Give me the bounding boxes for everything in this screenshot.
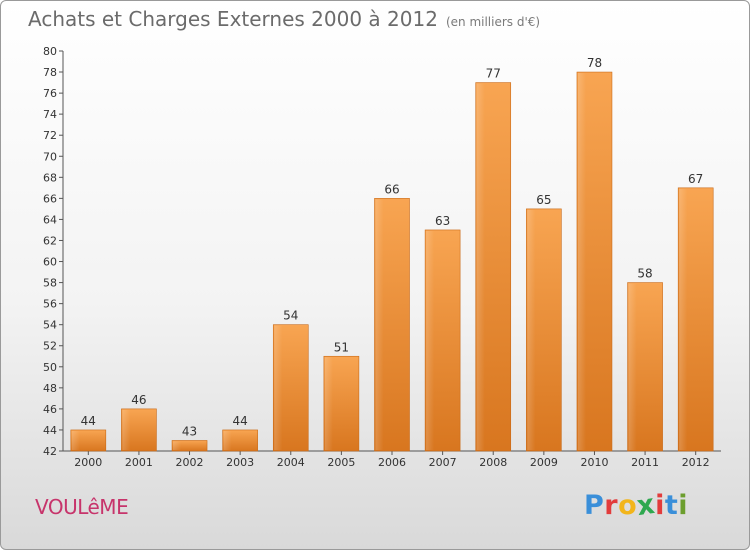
x-tick-label: 2005: [327, 456, 355, 469]
value-label: 44: [233, 414, 248, 428]
y-tick-label: 76: [43, 87, 57, 100]
x-tick-label: 2008: [479, 456, 507, 469]
y-tick-label: 54: [43, 319, 57, 332]
logo-letter: i: [655, 490, 665, 521]
chart-title-text: Achats et Charges Externes 2000 à 2012: [28, 7, 438, 31]
bar-highlight: [577, 73, 586, 450]
x-tick-label: 2000: [74, 456, 102, 469]
y-tick-label: 50: [43, 361, 57, 374]
y-tick-label: 44: [43, 424, 57, 437]
logo-letter: o: [618, 490, 638, 521]
y-tick-label: 62: [43, 234, 57, 247]
bar-highlight: [527, 209, 536, 450]
bar-highlight: [476, 83, 485, 450]
y-tick-label: 52: [43, 340, 57, 353]
x-tick-label: 2012: [682, 456, 710, 469]
value-label: 54: [283, 309, 298, 323]
value-label: 78: [587, 56, 602, 70]
logo-letter: P: [584, 490, 605, 521]
value-label: 46: [131, 393, 146, 407]
y-tick-label: 56: [43, 298, 57, 311]
y-tick-label: 60: [43, 256, 57, 269]
bar-highlight: [324, 357, 333, 450]
chart-title: Achats et Charges Externes 2000 à 2012 (e…: [28, 7, 540, 31]
value-label: 65: [536, 193, 551, 207]
bar-highlight: [122, 409, 131, 450]
y-tick-label: 66: [43, 192, 57, 205]
bar-highlight: [375, 199, 384, 450]
axes: 42 44 46 48 50 52 54 56 58 60 62 64 66 68 70 72 74 76 78 80: [43, 45, 721, 458]
x-tick-label: 2006: [378, 456, 406, 469]
bar-2002: [171, 440, 208, 452]
bar-highlight: [71, 430, 80, 450]
x-tick-label: 2007: [429, 456, 457, 469]
value-label: 44: [81, 414, 96, 428]
logo-letter: x: [635, 488, 658, 523]
value-label: 67: [688, 172, 703, 186]
bar-highlight: [679, 188, 688, 450]
y-tick-label: 42: [43, 445, 57, 458]
chart-subtitle: (en milliers d'€): [445, 15, 541, 29]
value-label: 43: [182, 424, 197, 438]
value-label: 63: [435, 214, 450, 228]
x-tick-label: 2004: [277, 456, 305, 469]
y-tick-label: 72: [43, 129, 57, 142]
y-tick-label: 68: [43, 171, 57, 184]
x-tick-label: 2002: [176, 456, 204, 469]
bars: [70, 71, 714, 452]
y-tick-label: 58: [43, 277, 57, 290]
bar-highlight: [223, 430, 232, 450]
value-label: 66: [384, 182, 399, 196]
bar-highlight: [426, 230, 435, 450]
value-label: 77: [486, 67, 501, 81]
x-tick-label: 2009: [530, 456, 558, 469]
logo-letter: r: [604, 490, 619, 521]
y-tick-label: 78: [43, 66, 57, 79]
proxiti-logo: Proxiti: [584, 488, 689, 523]
y-tick-label: 74: [43, 108, 57, 121]
bar-highlight: [173, 441, 182, 450]
x-tick-label: 2003: [226, 456, 254, 469]
y-tick-label: 48: [43, 382, 57, 395]
value-label: 58: [637, 267, 652, 281]
commune-name: VOULêME: [35, 495, 129, 519]
y-tick-label: 70: [43, 150, 57, 163]
x-tick-label: 2010: [580, 456, 608, 469]
y-tick-label: 64: [43, 213, 57, 226]
x-tick-label: 2001: [125, 456, 153, 469]
logo-letter: i: [678, 490, 689, 521]
x-tick-label: 2011: [631, 456, 659, 469]
value-label: 51: [334, 340, 349, 354]
labels: 44 2000 46 2001 43 2002 44 2003 54 2004 51 2005 66 20…: [74, 56, 709, 469]
logo-letter: t: [664, 490, 679, 521]
y-tick-label: 46: [43, 403, 57, 416]
y-tick-label: 80: [43, 45, 57, 58]
bar-highlight: [274, 325, 283, 450]
bar-highlight: [628, 283, 637, 450]
